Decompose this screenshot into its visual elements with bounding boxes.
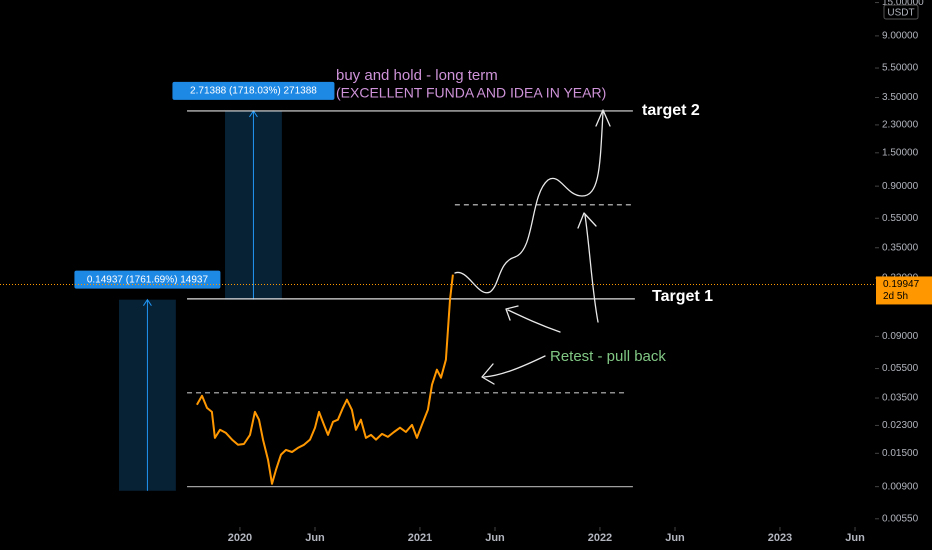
- x-tick-label: 2023: [768, 532, 792, 544]
- x-tick-label: 2022: [588, 532, 612, 544]
- annotation: target 2: [642, 102, 700, 119]
- x-tick-label: Jun: [845, 532, 865, 544]
- y-tick-label: 0.03500: [882, 393, 919, 404]
- y-tick-label: 0.00900: [882, 481, 919, 492]
- arrow-head: [595, 109, 611, 127]
- price-series: [196, 274, 454, 485]
- annotation: (EXCELLENT FUNDA AND IDEA IN YEAR): [336, 85, 606, 101]
- arrow: [483, 355, 546, 378]
- x-tick-label: Jun: [665, 532, 685, 544]
- y-tick-label: 0.02300: [882, 420, 919, 431]
- measure-label: 2.71388 (1718.03%) 271388: [190, 86, 317, 97]
- annotation: Retest - pull back: [550, 348, 666, 365]
- x-tick-label: Jun: [485, 532, 505, 544]
- x-tick-label: 2021: [408, 532, 432, 544]
- x-tick-label: 2020: [228, 532, 252, 544]
- arrow: [584, 214, 599, 323]
- x-tick-label: Jun: [305, 532, 325, 544]
- y-tick-label: 3.50000: [882, 92, 919, 103]
- y-tick-label: 0.05500: [882, 363, 919, 374]
- y-tick-label: 5.50000: [882, 63, 919, 74]
- arrow-head: [577, 212, 597, 229]
- annotation: buy and hold - long term: [336, 67, 498, 84]
- y-tick-label: 0.00550: [882, 513, 919, 524]
- measure-label-box: [172, 81, 335, 100]
- y-tick-label: 2.30000: [882, 120, 919, 131]
- arrow: [507, 309, 561, 333]
- hand-drawing: [454, 109, 611, 385]
- y-tick-label: 15.00000: [882, 0, 924, 8]
- price-label: 0.19947: [883, 279, 920, 290]
- measure-arrow: [143, 298, 152, 306]
- annotation: Target 1: [652, 288, 713, 305]
- arrow-head: [481, 363, 495, 385]
- measure-label: 0.14937 (1761.69%) 14937: [87, 274, 209, 285]
- arrow-head: [505, 305, 519, 321]
- countdown: 2d 5h: [883, 291, 908, 302]
- y-tick-label: 0.09000: [882, 331, 919, 342]
- y-tick-label: 0.01500: [882, 448, 919, 459]
- y-tick-label: 0.90000: [882, 181, 919, 192]
- currency-box[interactable]: [883, 4, 919, 20]
- y-tick-label: 1.50000: [882, 147, 919, 158]
- currency[interactable]: USDT: [887, 8, 914, 19]
- price-label-box: [876, 276, 932, 305]
- y-tick-label: 9.00000: [882, 31, 919, 42]
- forecast-curve: [454, 111, 604, 294]
- y-tick-label: 0.55000: [882, 213, 919, 224]
- y-tick-label: 0.35000: [882, 242, 919, 253]
